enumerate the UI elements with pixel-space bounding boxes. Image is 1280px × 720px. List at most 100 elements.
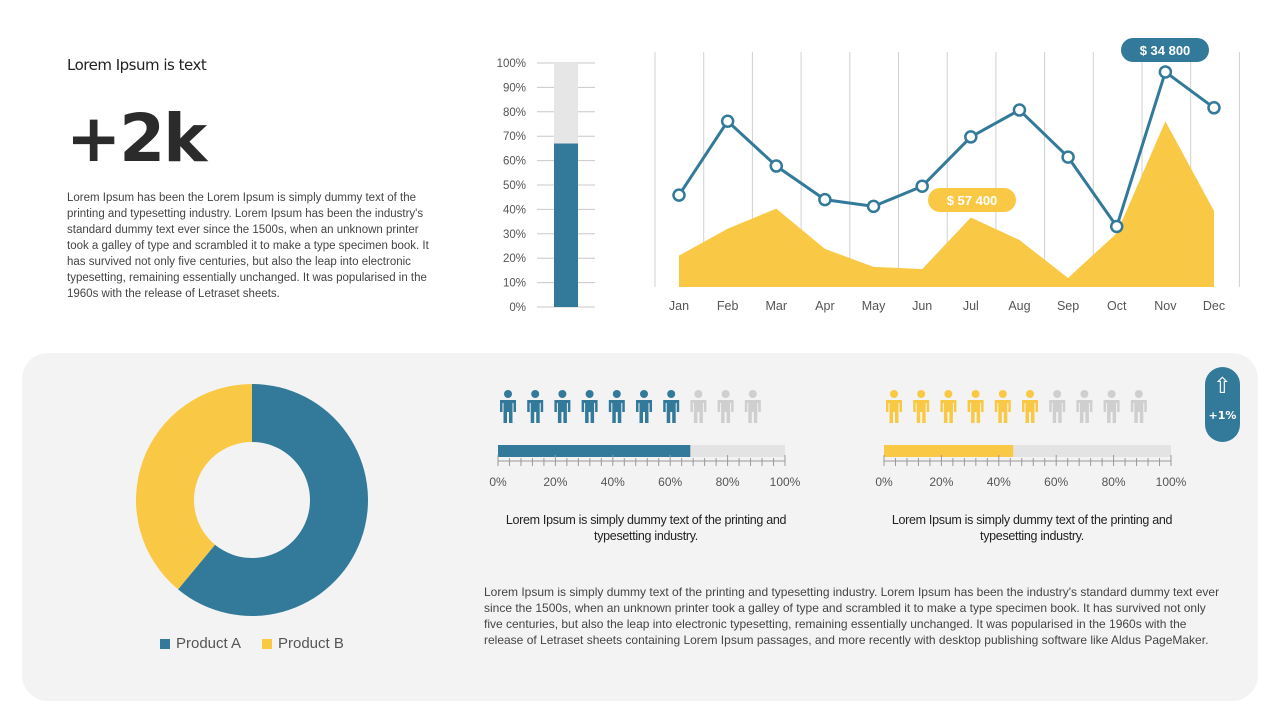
- legend-swatch-b: [262, 638, 272, 649]
- person-icon: [531, 390, 540, 398]
- month-label: Apr: [815, 299, 834, 313]
- person-icon-body: [608, 400, 625, 423]
- person-icon-body: [717, 400, 734, 423]
- person-icon: [504, 390, 512, 398]
- person-icon: [1107, 390, 1116, 398]
- person-icon: [1080, 390, 1089, 398]
- value-callout: [1121, 38, 1209, 62]
- line-point: [818, 192, 832, 207]
- month-label: Nov: [1154, 299, 1177, 313]
- line-point: [915, 179, 929, 193]
- legend-label-a: Product A: [176, 635, 242, 652]
- donut-slice-product-b: [136, 384, 252, 590]
- intro-paragraph: Lorem Ipsum has been the Lorem Ipsum is …: [67, 192, 429, 300]
- person-icon: [585, 390, 594, 398]
- progress-tick-label: 40%: [987, 475, 1011, 489]
- gauge-tick-label: 100%: [497, 58, 526, 70]
- gauge-tick-label: 0%: [509, 302, 526, 314]
- line-point: [1158, 65, 1173, 79]
- gauge-tick-label: 40%: [503, 204, 526, 216]
- person-icon-body: [636, 400, 652, 423]
- line-series: [677, 69, 1215, 230]
- growth-value: +1%: [1208, 409, 1237, 422]
- value-callout-label: $ 34 800: [1140, 43, 1191, 58]
- value-callout-label: $ 57 400: [947, 193, 998, 208]
- person-icon-body: [663, 400, 680, 423]
- legend-product-a: Product A: [160, 635, 241, 652]
- person-icon: [917, 390, 926, 398]
- gauge-tick-label: 30%: [503, 229, 526, 241]
- progress-tick-label: 100%: [770, 475, 801, 489]
- month-label: Jul: [963, 299, 979, 313]
- bottom-paragraph: Lorem Ipsum is simply dummy text of the …: [484, 585, 1220, 647]
- gauge-tick-label: 70%: [503, 131, 526, 143]
- person-icon-body: [500, 400, 516, 423]
- person-icon-body: [1022, 400, 1038, 423]
- line-point: [769, 159, 784, 173]
- caption-left: Lorem Ipsum is simply dummy text of the …: [505, 513, 787, 543]
- progress-tick-label: 20%: [929, 475, 953, 489]
- person-icon-body: [967, 400, 984, 423]
- person-icon: [612, 390, 621, 398]
- gauge-tick-label: 20%: [503, 253, 526, 265]
- person-icon: [998, 390, 1007, 398]
- person-icon-body: [994, 400, 1011, 423]
- month-label: Jan: [669, 299, 689, 313]
- progress-tick-label: 100%: [1156, 475, 1187, 489]
- line-point: [1061, 150, 1075, 164]
- person-icon: [748, 390, 757, 398]
- progress-tick-label: 0%: [489, 475, 507, 489]
- person-icon: [1134, 390, 1143, 398]
- up-arrow-icon: ⇧: [1213, 374, 1232, 399]
- progress-fill: [498, 445, 691, 457]
- gauge-tick-label: 60%: [503, 156, 526, 168]
- person-icon: [1026, 390, 1034, 398]
- person-icon: [640, 390, 648, 398]
- gauge-tick-label: 80%: [503, 107, 526, 119]
- month-label: May: [862, 299, 886, 313]
- person-icon: [694, 390, 703, 398]
- person-icon: [558, 390, 567, 398]
- person-icon-body: [554, 400, 571, 423]
- growth-badge: ⇧ +1%: [1205, 367, 1240, 442]
- person-icon: [971, 390, 980, 398]
- line-point: [1012, 103, 1027, 117]
- person-icon-body: [940, 400, 957, 423]
- person-icon: [944, 390, 953, 398]
- progress-tick-label: 60%: [1044, 475, 1068, 489]
- person-icon-body: [527, 400, 544, 423]
- progress-fill: [884, 445, 1014, 457]
- progress-tick-label: 80%: [1102, 475, 1126, 489]
- caption-right: Lorem Ipsum is simply dummy text of the …: [891, 513, 1173, 543]
- month-label: Dec: [1203, 299, 1225, 313]
- line-point: [964, 130, 978, 144]
- month-label: Oct: [1107, 299, 1127, 313]
- person-icon-body: [690, 400, 707, 423]
- person-icon: [667, 390, 676, 398]
- heading: Lorem Ipsum is text: [67, 56, 207, 74]
- line-point: [720, 114, 735, 128]
- progress-tick-label: 80%: [716, 475, 740, 489]
- line-point: [1109, 219, 1124, 234]
- line-point: [866, 199, 881, 214]
- person-icon-body: [913, 400, 930, 423]
- line-point: [672, 188, 686, 202]
- month-label: Aug: [1008, 299, 1030, 313]
- person-icon-body: [744, 400, 761, 423]
- person-icon-body: [581, 400, 598, 423]
- value-callout: [928, 188, 1016, 212]
- gauge-fill: [554, 143, 578, 307]
- legend-product-b: Product B: [262, 635, 344, 652]
- legend-swatch-a: [160, 638, 170, 649]
- person-icon-body: [1076, 400, 1093, 423]
- gauge-tick-label: 50%: [503, 180, 526, 192]
- person-icon-body: [1103, 400, 1120, 423]
- month-label: Mar: [766, 299, 788, 313]
- person-icon-body: [1049, 400, 1066, 423]
- big-number: +2k: [66, 100, 207, 177]
- progress-tick-label: 20%: [543, 475, 567, 489]
- gauge-tick-label: 10%: [503, 278, 526, 290]
- person-icon: [721, 390, 730, 398]
- month-label: Sep: [1057, 299, 1079, 313]
